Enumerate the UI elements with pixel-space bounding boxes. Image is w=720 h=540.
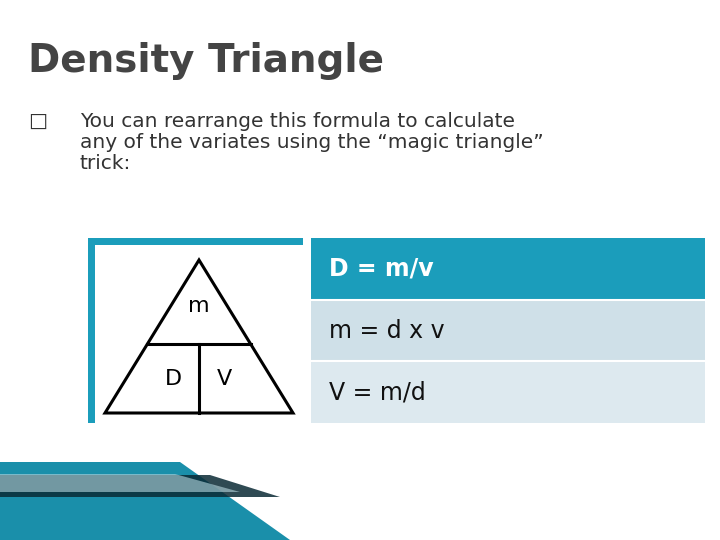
Text: m: m bbox=[188, 296, 210, 316]
Polygon shape bbox=[0, 475, 280, 497]
Bar bbox=[88, 238, 303, 423]
Text: V = m/d: V = m/d bbox=[329, 380, 426, 404]
Text: You can rearrange this formula to calculate: You can rearrange this formula to calcul… bbox=[80, 112, 515, 131]
Text: any of the variates using the “magic triangle”: any of the variates using the “magic tri… bbox=[80, 133, 544, 152]
Text: □: □ bbox=[28, 112, 47, 131]
Bar bbox=[95, 245, 303, 423]
Text: D: D bbox=[165, 369, 181, 389]
Text: V: V bbox=[217, 369, 233, 389]
Polygon shape bbox=[0, 474, 240, 492]
Text: D = m/v: D = m/v bbox=[329, 257, 433, 281]
Text: trick:: trick: bbox=[80, 154, 131, 173]
Polygon shape bbox=[0, 462, 290, 540]
Polygon shape bbox=[105, 260, 293, 413]
Bar bbox=[311, 361, 705, 423]
Text: m = d x v: m = d x v bbox=[329, 319, 445, 342]
Text: Density Triangle: Density Triangle bbox=[28, 42, 384, 80]
Bar bbox=[311, 300, 705, 361]
Bar bbox=[311, 238, 705, 300]
